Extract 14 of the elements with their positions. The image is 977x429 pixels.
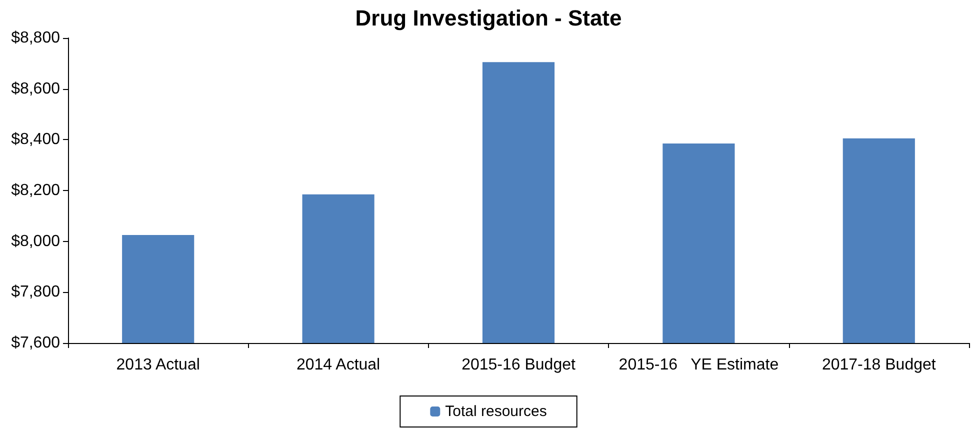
legend-label: Total resources xyxy=(445,403,547,420)
x-tick-label: 2015-16 Budget xyxy=(462,356,576,374)
x-tick-label: 2017-18 Budget xyxy=(822,356,936,374)
y-tick-label: $8,400 xyxy=(11,131,60,148)
y-tick-label: $8,200 xyxy=(11,182,60,199)
y-tick-label: $7,800 xyxy=(11,284,60,301)
x-tick-label: 2014 Actual xyxy=(296,356,380,374)
y-tick-label: $8,000 xyxy=(11,232,60,250)
y-tick-label: $8,600 xyxy=(11,80,60,98)
y-tick-label: $8,800 xyxy=(11,30,60,46)
x-tick-label: 2015-16 YE Estimate xyxy=(618,356,779,374)
y-tick-label: $7,600 xyxy=(11,334,60,352)
chart-title: Drug Investigation - State xyxy=(355,6,622,30)
x-tick-label: 2013 Actual xyxy=(116,356,200,374)
